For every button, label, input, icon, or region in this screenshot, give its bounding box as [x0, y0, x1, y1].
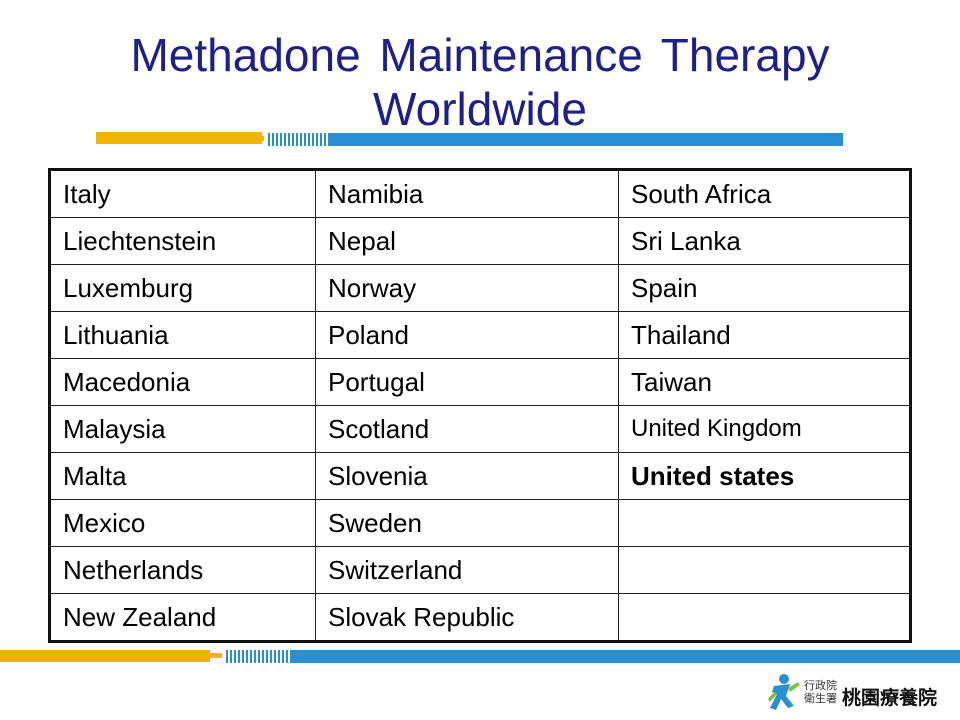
table-cell: Slovenia [315, 452, 619, 500]
table-cell: New Zealand [49, 593, 316, 642]
table-row: Mexico Sweden [49, 499, 911, 547]
table-row: Malta Slovenia United states [49, 452, 911, 500]
running-figure-icon [768, 674, 800, 710]
table-cell-empty [618, 499, 911, 547]
countries-table: Italy Namibia South Africa Liechtenstein… [48, 168, 912, 643]
table-row: New Zealand Slovak Republic [49, 593, 911, 642]
table-cell: Scotland [315, 405, 619, 453]
table-cell: Spain [618, 264, 911, 312]
table-cell: Netherlands [49, 546, 316, 594]
table-row: Macedonia Portugal Taiwan [49, 358, 911, 406]
top-accent-bar-blue [330, 133, 843, 146]
table-cell: Nepal [315, 217, 619, 265]
table-cell: Poland [315, 311, 619, 359]
table-cell: Sweden [315, 499, 619, 547]
table-cell: Taiwan [618, 358, 911, 406]
table-row: Liechtenstein Nepal Sri Lanka [49, 217, 911, 265]
top-accent-bar-yellow [96, 132, 262, 144]
bottom-accent-bar-blue [290, 650, 960, 663]
table-cell: South Africa [618, 169, 911, 218]
table-row: Malaysia Scotland United Kingdom [49, 405, 911, 453]
table-cell: Switzerland [315, 546, 619, 594]
bottom-accent-bar-yellow [0, 650, 210, 662]
table-row: Netherlands Switzerland [49, 546, 911, 594]
table-cell: Namibia [315, 169, 619, 218]
table-cell-empty [618, 546, 911, 594]
table-cell: Liechtenstein [49, 217, 316, 265]
table-cell-highlight: United states [618, 452, 911, 500]
table-cell: Malaysia [49, 405, 316, 453]
table-cell: Thailand [618, 311, 911, 359]
table-cell: Lithuania [49, 311, 316, 359]
table-cell: Slovak Republic [315, 593, 619, 642]
slide-title: Methadone Maintenance Therapy Worldwide [130, 29, 830, 135]
table-row: Italy Namibia South Africa [49, 169, 911, 218]
bottom-accent-dot [210, 653, 222, 658]
table-cell: Luxemburg [49, 264, 316, 312]
table-cell: Macedonia [49, 358, 316, 406]
table-cell: Italy [49, 169, 316, 218]
top-accent-dot [252, 136, 264, 141]
table-row: Luxemburg Norway Spain [49, 264, 911, 312]
table-cell: Malta [49, 452, 316, 500]
table-cell: Portugal [315, 358, 619, 406]
table-cell: United Kingdom [618, 405, 911, 453]
table-cell: Sri Lanka [618, 217, 911, 265]
table-cell: Mexico [49, 499, 316, 547]
table-cell: Norway [315, 264, 619, 312]
table-row: Lithuania Poland Thailand [49, 311, 911, 359]
table-cell-empty [618, 593, 911, 642]
logo-agency-text: 行政院 衛生署 [804, 680, 837, 705]
logo-org-name: 桃園療養院 [842, 688, 938, 709]
